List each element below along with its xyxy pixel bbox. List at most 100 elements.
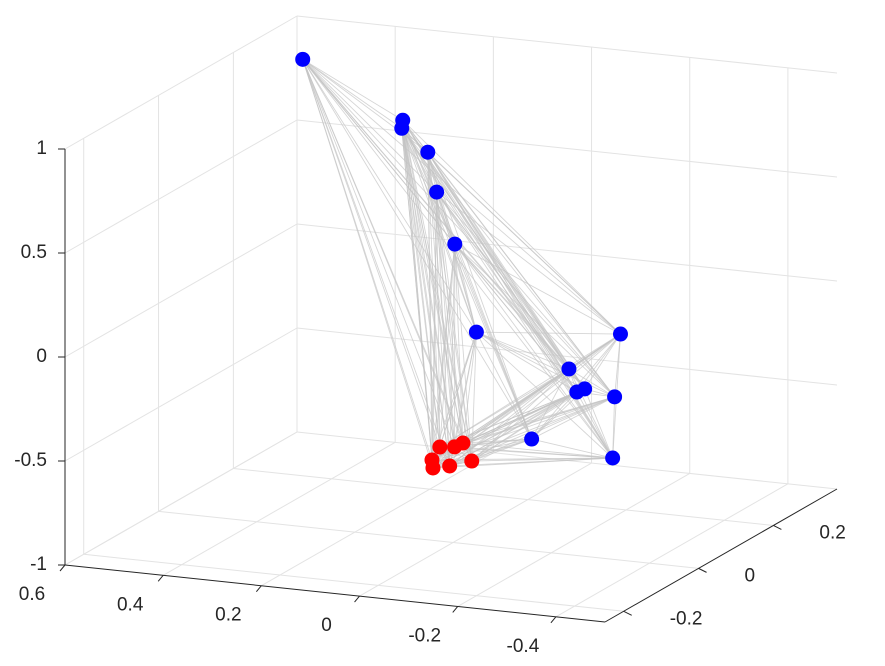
edge <box>462 396 615 444</box>
edge <box>436 191 578 393</box>
y-tick <box>698 567 707 573</box>
edge <box>427 152 441 448</box>
grid-line <box>261 452 494 587</box>
grid-line <box>158 510 699 569</box>
edge <box>427 152 464 444</box>
point <box>447 236 463 252</box>
grid-line <box>64 15 298 150</box>
edge <box>436 191 586 390</box>
edge <box>454 243 621 335</box>
edge <box>454 244 477 333</box>
grid-line <box>83 553 624 612</box>
edge <box>584 333 621 390</box>
point <box>442 458 458 474</box>
x-tick-label: -0.2 <box>408 625 441 646</box>
x-tick <box>157 575 164 582</box>
edge <box>449 396 615 467</box>
point <box>605 450 621 466</box>
x-tick <box>59 564 66 572</box>
edge <box>401 128 434 468</box>
edge <box>427 152 451 467</box>
x-tick-label: 0.6 <box>19 584 45 605</box>
edge <box>449 244 456 466</box>
edge <box>302 59 434 469</box>
edge <box>576 391 614 459</box>
edge <box>476 331 578 393</box>
z-tick-label: -1 <box>30 554 47 575</box>
x-tick <box>255 585 262 593</box>
grid-line <box>296 119 838 178</box>
edge <box>302 59 437 193</box>
edge <box>427 152 456 447</box>
grid-line <box>233 467 774 526</box>
x-tick <box>452 606 459 613</box>
x-tick <box>550 616 557 624</box>
edge <box>427 151 586 390</box>
grid-line <box>64 223 298 358</box>
x-tick-label: 0.4 <box>117 594 144 615</box>
edge <box>439 244 456 448</box>
edge <box>436 191 615 398</box>
edge <box>401 128 473 462</box>
edge <box>401 128 533 440</box>
point <box>455 435 471 451</box>
point <box>524 431 540 447</box>
edge <box>454 243 614 459</box>
point <box>394 120 410 136</box>
x-tick-label: 0 <box>321 615 332 636</box>
edge <box>302 59 615 398</box>
grid-line <box>162 441 396 576</box>
x-tick-label: 0.2 <box>215 605 241 626</box>
point <box>468 324 484 340</box>
edge <box>436 192 451 466</box>
x-tick-label: -0.4 <box>507 636 540 657</box>
edge <box>401 127 615 398</box>
edge <box>432 396 615 469</box>
y-tick <box>773 525 782 530</box>
y-tick <box>623 610 632 616</box>
point <box>612 326 628 342</box>
point <box>420 144 436 160</box>
grid-line <box>64 431 298 566</box>
edge <box>476 331 585 390</box>
point <box>432 439 448 455</box>
edge <box>531 438 613 459</box>
edge <box>401 128 456 448</box>
edge <box>462 438 532 444</box>
edge <box>302 59 613 459</box>
edge <box>476 331 621 335</box>
edge <box>584 388 614 459</box>
edge <box>454 243 578 393</box>
edge <box>454 446 613 459</box>
edge <box>427 152 533 440</box>
edge <box>531 396 615 440</box>
y-tick-label: -0.2 <box>670 608 703 629</box>
edge <box>302 58 403 121</box>
grid-line <box>359 462 592 597</box>
edge <box>568 368 615 398</box>
z-tick-label: 1 <box>36 138 47 159</box>
edge <box>402 120 614 459</box>
edge <box>449 368 570 467</box>
point <box>607 389 623 405</box>
edge <box>302 59 455 448</box>
edge <box>454 243 615 398</box>
edge <box>402 120 477 333</box>
edge <box>449 438 532 467</box>
point <box>561 361 577 377</box>
edge <box>439 333 621 448</box>
edge <box>568 368 614 459</box>
edge <box>427 152 434 468</box>
point <box>429 184 445 200</box>
edge <box>612 396 616 459</box>
edge <box>436 191 614 459</box>
edge <box>401 128 451 467</box>
grid-line <box>296 223 838 282</box>
z-tick-label: 0.5 <box>21 242 47 263</box>
x-axis <box>64 564 606 623</box>
edge <box>471 457 613 462</box>
y-tick-label: 0.2 <box>819 522 845 543</box>
grid-line <box>64 327 298 462</box>
